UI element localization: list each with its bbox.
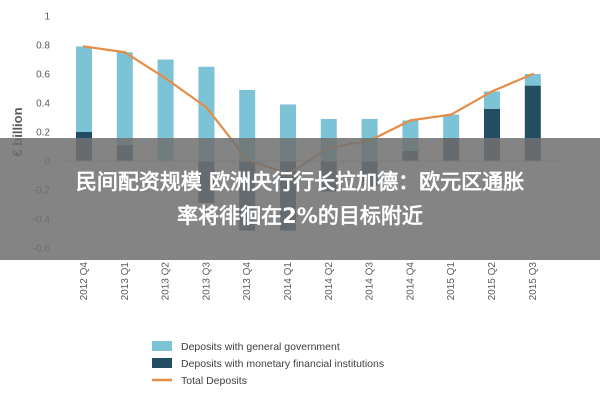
y-tick-label: 0.2 (36, 128, 50, 139)
total-deposits-point (82, 45, 86, 48)
x-axis: 2012 Q4 2013 Q1 2013 Q2 2013 Q3 2013 Q4 2014 … (79, 262, 539, 301)
y-tick-label: 1 (44, 12, 50, 23)
bar-government-deposits (524, 74, 541, 86)
x-tick-label: 2013 Q4 (242, 262, 253, 301)
x-tick-label: 2015 Q3 (528, 262, 539, 301)
bar-government-deposits (76, 46, 92, 133)
total-deposits-point (123, 51, 127, 54)
x-tick-label: 2013 Q2 (161, 262, 172, 301)
legend-swatch (152, 358, 172, 368)
legend-swatch (152, 341, 172, 351)
y-tick-label: 0.6 (36, 70, 50, 81)
x-tick-label: 2015 Q2 (487, 262, 498, 301)
total-deposits-point (409, 119, 412, 122)
x-tick-label: 2014 Q3 (365, 262, 376, 301)
x-tick-label: 2013 Q3 (201, 262, 212, 301)
x-tick-label: 2014 Q2 (324, 262, 335, 301)
legend: Deposits with general government Deposits… (152, 341, 384, 387)
y-tick-label: 0.4 (36, 99, 50, 110)
bar-government-deposits (157, 59, 174, 161)
x-tick-label: 2014 Q1 (283, 262, 294, 301)
total-deposits-point (531, 72, 534, 76)
y-tick-label: 0.8 (36, 41, 50, 52)
total-deposits-point (164, 77, 167, 80)
bar-government-deposits (484, 91, 500, 109)
legend-label: Deposits with monetary financial institu… (181, 358, 384, 370)
x-tick-label: 2014 Q4 (405, 262, 416, 301)
headline-overlay: 民间配资规模 欧洲央行行长拉加德：欧元区通胀 率将徘徊在2%的目标附近 (0, 138, 600, 260)
bar-government-deposits (443, 114, 460, 138)
bar-government-deposits (198, 66, 215, 161)
x-tick-label: 2012 Q4 (79, 262, 90, 301)
x-tick-label: 2015 Q1 (446, 262, 457, 301)
legend-label: Deposits with general government (181, 341, 340, 353)
headline-line-1: 民间配资规模 欧洲央行行长拉加德：欧元区通胀 (75, 170, 525, 194)
total-deposits-point (490, 90, 494, 93)
total-deposits-point (450, 113, 453, 116)
total-deposits-point (205, 106, 208, 109)
x-tick-label: 2013 Q1 (120, 262, 131, 301)
legend-label: Total Deposits (181, 375, 247, 387)
bar-government-deposits (116, 52, 133, 146)
headline-line-2: 率将徘徊在2%的目标附近 (177, 204, 423, 228)
